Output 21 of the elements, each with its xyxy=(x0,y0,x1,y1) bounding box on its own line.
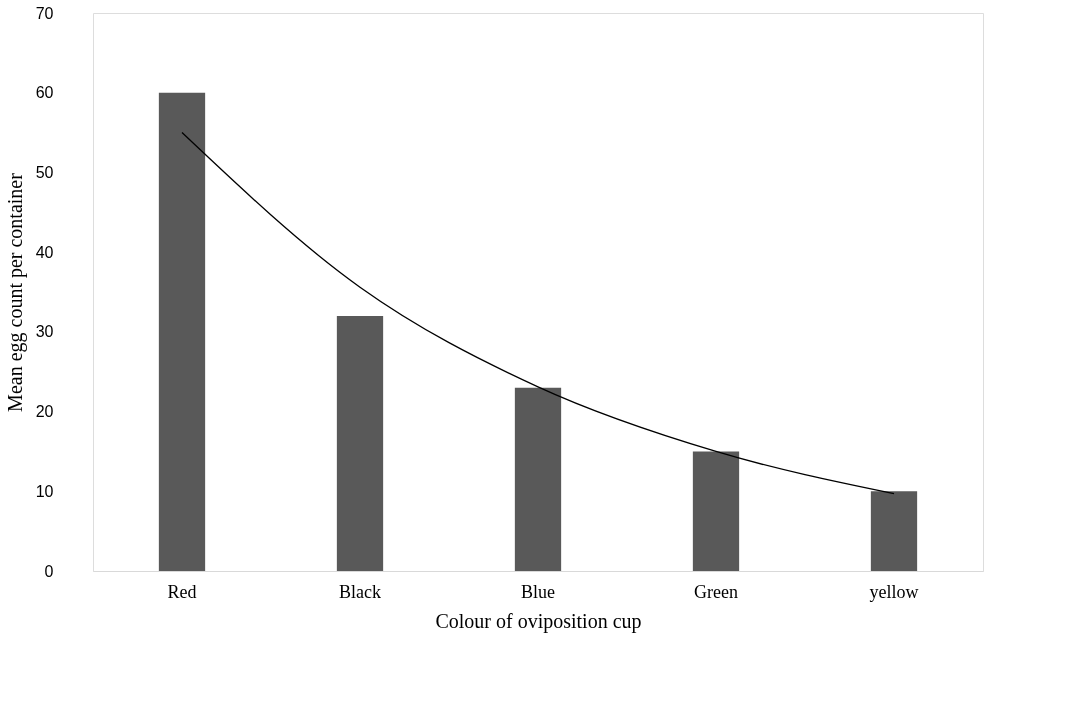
x-axis-title: Colour of oviposition cup xyxy=(435,609,642,633)
y-tick-label: 0 xyxy=(44,562,54,580)
y-tick-label: 20 xyxy=(35,403,54,421)
bar xyxy=(870,491,918,571)
x-tick-label: yellow xyxy=(869,581,919,602)
y-tick-label: 10 xyxy=(35,482,54,500)
bar xyxy=(514,387,562,571)
y-axis-title: Mean egg count per container xyxy=(3,172,27,412)
bar xyxy=(336,315,384,571)
line-series xyxy=(181,131,895,495)
y-tick-label: 40 xyxy=(35,243,54,261)
y-tick-label: 50 xyxy=(35,163,54,181)
x-tick-label: Blue xyxy=(521,581,556,602)
bar xyxy=(158,92,206,571)
y-tick-label: 70 xyxy=(35,4,54,22)
y-tick-label: 30 xyxy=(35,323,54,341)
x-tick-label: Black xyxy=(339,581,381,602)
bar xyxy=(692,451,740,571)
x-tick-label: Red xyxy=(167,581,197,602)
x-tick-label: Green xyxy=(694,581,738,602)
y-tick-label: 60 xyxy=(35,84,54,102)
